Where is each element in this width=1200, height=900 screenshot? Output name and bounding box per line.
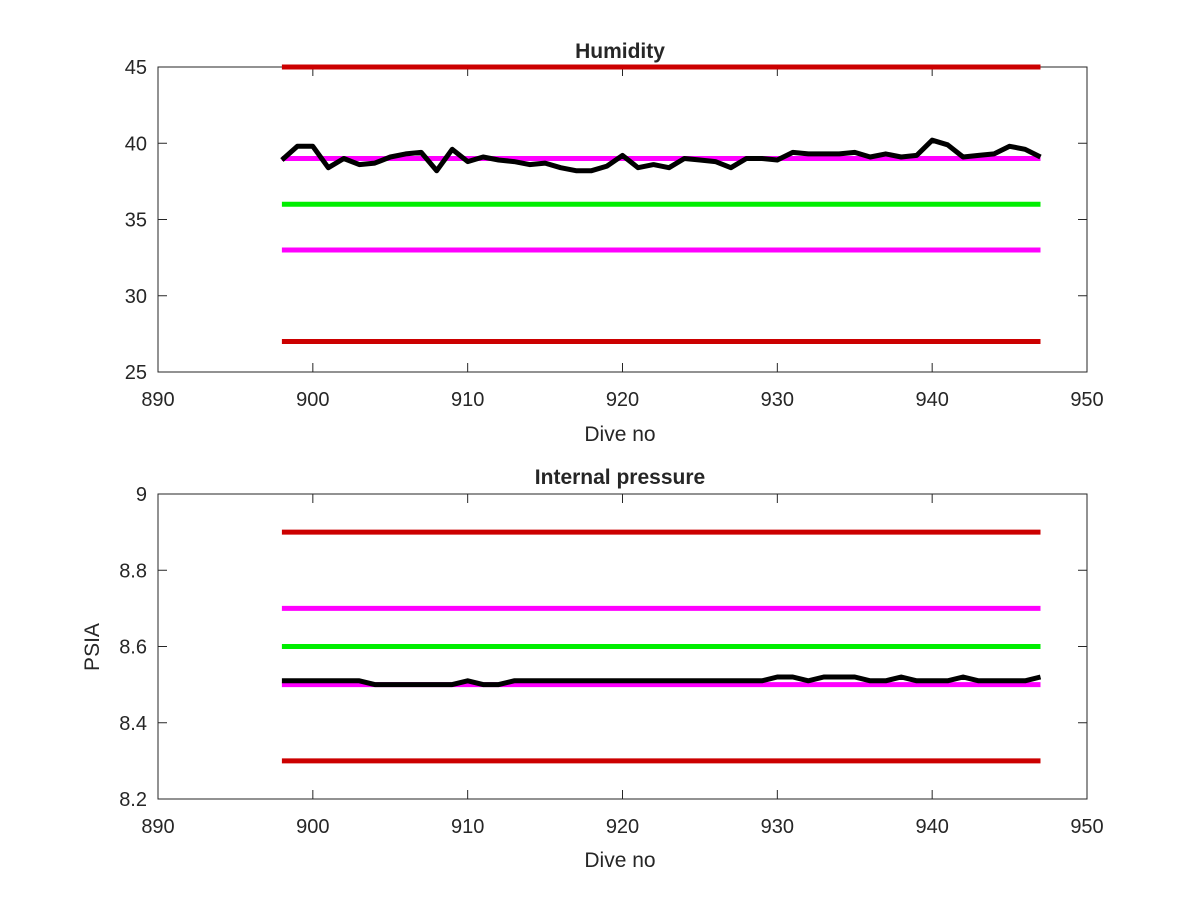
- y-tick-label: 40: [125, 133, 147, 155]
- internal-pressure-plot: Internal pressure Dive no PSIA 890 900 910 920…: [81, 466, 1104, 872]
- x-tick-label: 930: [761, 389, 794, 411]
- y-tick-label: 8.8: [119, 560, 147, 582]
- x-axis-label: Dive no: [584, 849, 655, 872]
- y-tick-label: 8.6: [119, 637, 147, 659]
- x-tick-label: 940: [915, 816, 948, 838]
- y-tick-label: 25: [125, 362, 147, 384]
- y-tick-label: 8.4: [119, 713, 147, 735]
- y-tick-label: 30: [125, 286, 147, 308]
- x-tick-label: 900: [296, 816, 329, 838]
- x-tick-label: 930: [761, 816, 794, 838]
- axes-box: [157, 66, 1088, 373]
- x-tick-label: 920: [606, 816, 639, 838]
- y-tick-label: 9: [136, 484, 147, 506]
- x-tick-label: 910: [451, 816, 484, 838]
- x-tick-label: 950: [1070, 816, 1103, 838]
- x-tick-label: 900: [296, 389, 329, 411]
- chart-title: Humidity: [575, 40, 665, 63]
- x-axis-label: Dive no: [584, 423, 655, 446]
- measured-series-line: [281, 674, 1042, 688]
- x-tick-label: 920: [606, 389, 639, 411]
- x-tick-label: 950: [1070, 389, 1103, 411]
- humidity-plot: Humidity Dive no 890 900 910 920 930 940 950 25 30…: [125, 40, 1104, 446]
- x-tick-label: 890: [141, 389, 174, 411]
- measured-series-line: [280, 137, 1042, 174]
- y-tick-label: 35: [125, 210, 147, 232]
- y-axis-label: PSIA: [81, 623, 104, 671]
- x-tick-label: 910: [451, 389, 484, 411]
- x-tick-label: 890: [141, 816, 174, 838]
- y-tick-label: 45: [125, 57, 147, 79]
- chart-title: Internal pressure: [535, 466, 705, 489]
- y-tick-label: 8.2: [119, 789, 147, 811]
- x-tick-label: 940: [915, 389, 948, 411]
